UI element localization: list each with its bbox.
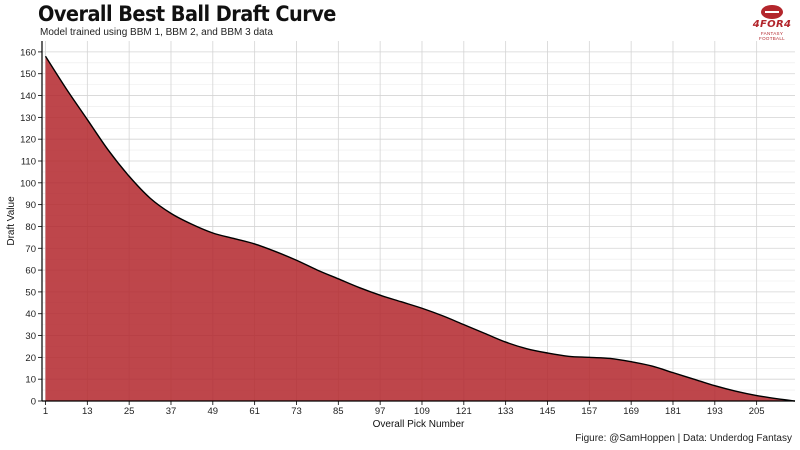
x-tick-label: 145 [540,406,556,417]
x-tick-label: 193 [707,406,723,417]
y-tick-label: 70 [25,244,36,255]
y-tick-label: 120 [20,135,36,146]
x-axis-ticks: 1 13 25 37 49 61 73 85 97 109 121 133 145 157 169 181 19… [43,401,765,417]
x-tick-label: 61 [249,406,260,417]
logo-tagline-text: FANTASY FOOTBALL [759,31,785,41]
y-tick-label: 20 [25,353,36,364]
x-axis-label: Overall Pick Number [373,419,465,430]
x-tick-label: 85 [333,406,344,417]
y-tick-label: 30 [25,331,36,342]
logo-brand-text: 4FOR4 [752,19,792,30]
chart-subtitle: Model trained using BBM 1, BBM 2, and BB… [40,27,273,38]
y-tick-label: 50 [25,287,36,298]
y-tick-label: 130 [20,113,36,124]
y-tick-label: 80 [25,222,36,233]
y-tick-label: 60 [25,266,36,277]
y-axis-ticks: 0 10 20 30 40 50 60 70 80 90 100 110 120 130 140 150 160 [20,47,42,408]
y-tick-label: 10 [25,375,36,386]
x-tick-label: 205 [749,406,765,417]
figure-caption: Figure: @SamHoppen | Data: Underdog Fant… [575,433,792,444]
x-tick-label: 109 [414,406,430,417]
y-tick-label: 40 [25,309,36,320]
x-tick-label: 169 [623,406,639,417]
x-tick-label: 181 [665,406,681,417]
x-tick-label: 37 [166,406,177,417]
chart-title: Overall Best Ball Draft Curve [38,2,336,26]
x-tick-label: 25 [124,406,135,417]
y-tick-label: 0 [31,397,36,408]
brand-logo: 4FOR4 FANTASY FOOTBALL [748,5,796,41]
x-tick-label: 157 [581,406,597,417]
y-tick-label: 150 [20,69,36,80]
x-tick-label: 97 [375,406,386,417]
x-tick-label: 133 [498,406,514,417]
x-tick-label: 121 [456,406,472,417]
y-axis-label: Draft Value [6,196,17,246]
y-tick-label: 100 [20,178,36,189]
y-tick-label: 140 [20,91,36,102]
x-tick-label: 13 [82,406,93,417]
axes [41,41,795,402]
area-fill [45,56,796,402]
football-lace-icon [765,11,779,13]
x-tick-label: 1 [43,406,48,417]
x-tick-label: 73 [291,406,302,417]
y-tick-label: 90 [25,200,36,211]
curve-line [44,55,796,402]
x-tick-label: 49 [208,406,219,417]
y-tick-label: 110 [21,157,36,168]
y-tick-label: 160 [20,47,36,58]
